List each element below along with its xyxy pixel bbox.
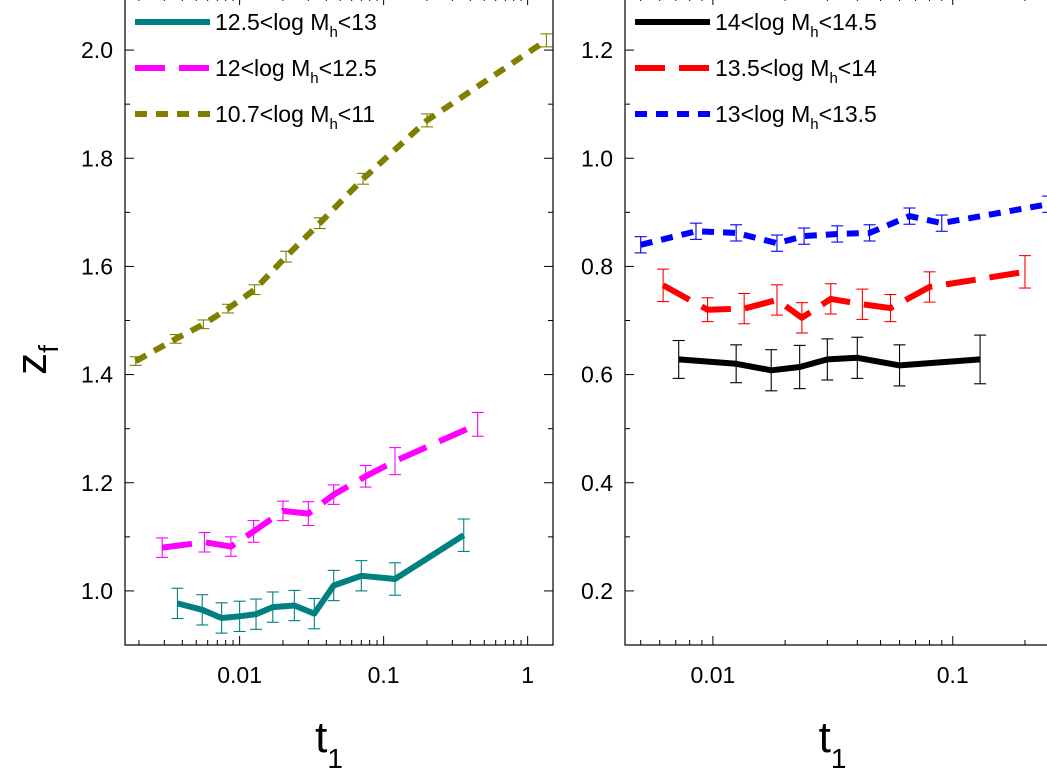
y-axis-title: zf <box>7 345 64 375</box>
series-0 <box>171 518 470 634</box>
series-line <box>639 201 1047 248</box>
y-tick-label: 2.0 <box>81 37 113 63</box>
x-axis-title: t1 <box>315 713 343 774</box>
series-1 <box>156 411 484 558</box>
x-tick-label: 0.1 <box>937 662 969 688</box>
legend-label: 13<log Mh<13.5 <box>715 101 877 133</box>
right-panel: 0.2 0.4 0.6 0.8 1.0 1.2 0.01 0.1 t1 14<log Mh<14.… <box>581 0 1047 774</box>
series-line <box>661 268 1026 321</box>
series-2 <box>634 195 1047 254</box>
series-2 <box>129 33 553 366</box>
y-tick-label: 1.0 <box>581 145 613 171</box>
x-tick-label: 0.01 <box>217 662 262 688</box>
legend: 12.5<log Mh<13 12<log Mh<12.5 10.7<log Mh<… <box>135 9 377 133</box>
plot-area <box>129 33 553 634</box>
y-tick-label: 1.4 <box>81 362 113 388</box>
y-tick-label: 0.8 <box>581 253 613 279</box>
legend: 14<log Mh<14.5 13.5<log Mh<14 13<log Mh<13… <box>635 9 877 133</box>
series-line <box>176 532 466 621</box>
x-axis-title: t1 <box>819 713 847 774</box>
series-1 <box>657 255 1031 334</box>
y-tick-label: 1.0 <box>81 578 113 604</box>
plot-area <box>634 195 1047 392</box>
y-tick-label: 0.4 <box>581 470 613 496</box>
x-tick-label: 0.1 <box>368 662 400 688</box>
x-tick-label: 1 <box>521 662 534 688</box>
left-panel: 1.0 1.2 1.4 1.6 1.8 2.0 0.01 0.1 1 t1 zf 12.5<log M… <box>7 0 554 774</box>
series-0 <box>672 334 987 392</box>
y-tick-label: 0.6 <box>581 362 613 388</box>
legend-label: 14<log Mh<14.5 <box>715 9 877 41</box>
plot-frame <box>624 0 1047 646</box>
y-tick-label: 0.2 <box>581 578 613 604</box>
y-tick-label: 1.8 <box>81 145 113 171</box>
legend-label: 10.7<log Mh<11 <box>215 101 375 133</box>
series-line <box>678 354 981 374</box>
plot-frame <box>124 0 554 646</box>
y-tick-label: 1.2 <box>81 470 113 496</box>
y-tick-label: 1.2 <box>581 37 613 63</box>
legend-label: 12.5<log Mh<13 <box>215 9 377 41</box>
legend-label: 12<log Mh<12.5 <box>215 55 377 87</box>
legend-label: 13.5<log Mh<14 <box>715 55 877 87</box>
y-tick-label: 1.6 <box>81 253 113 279</box>
x-tick-label: 0.01 <box>691 662 736 688</box>
series-line <box>161 421 479 551</box>
series-line <box>134 37 549 364</box>
